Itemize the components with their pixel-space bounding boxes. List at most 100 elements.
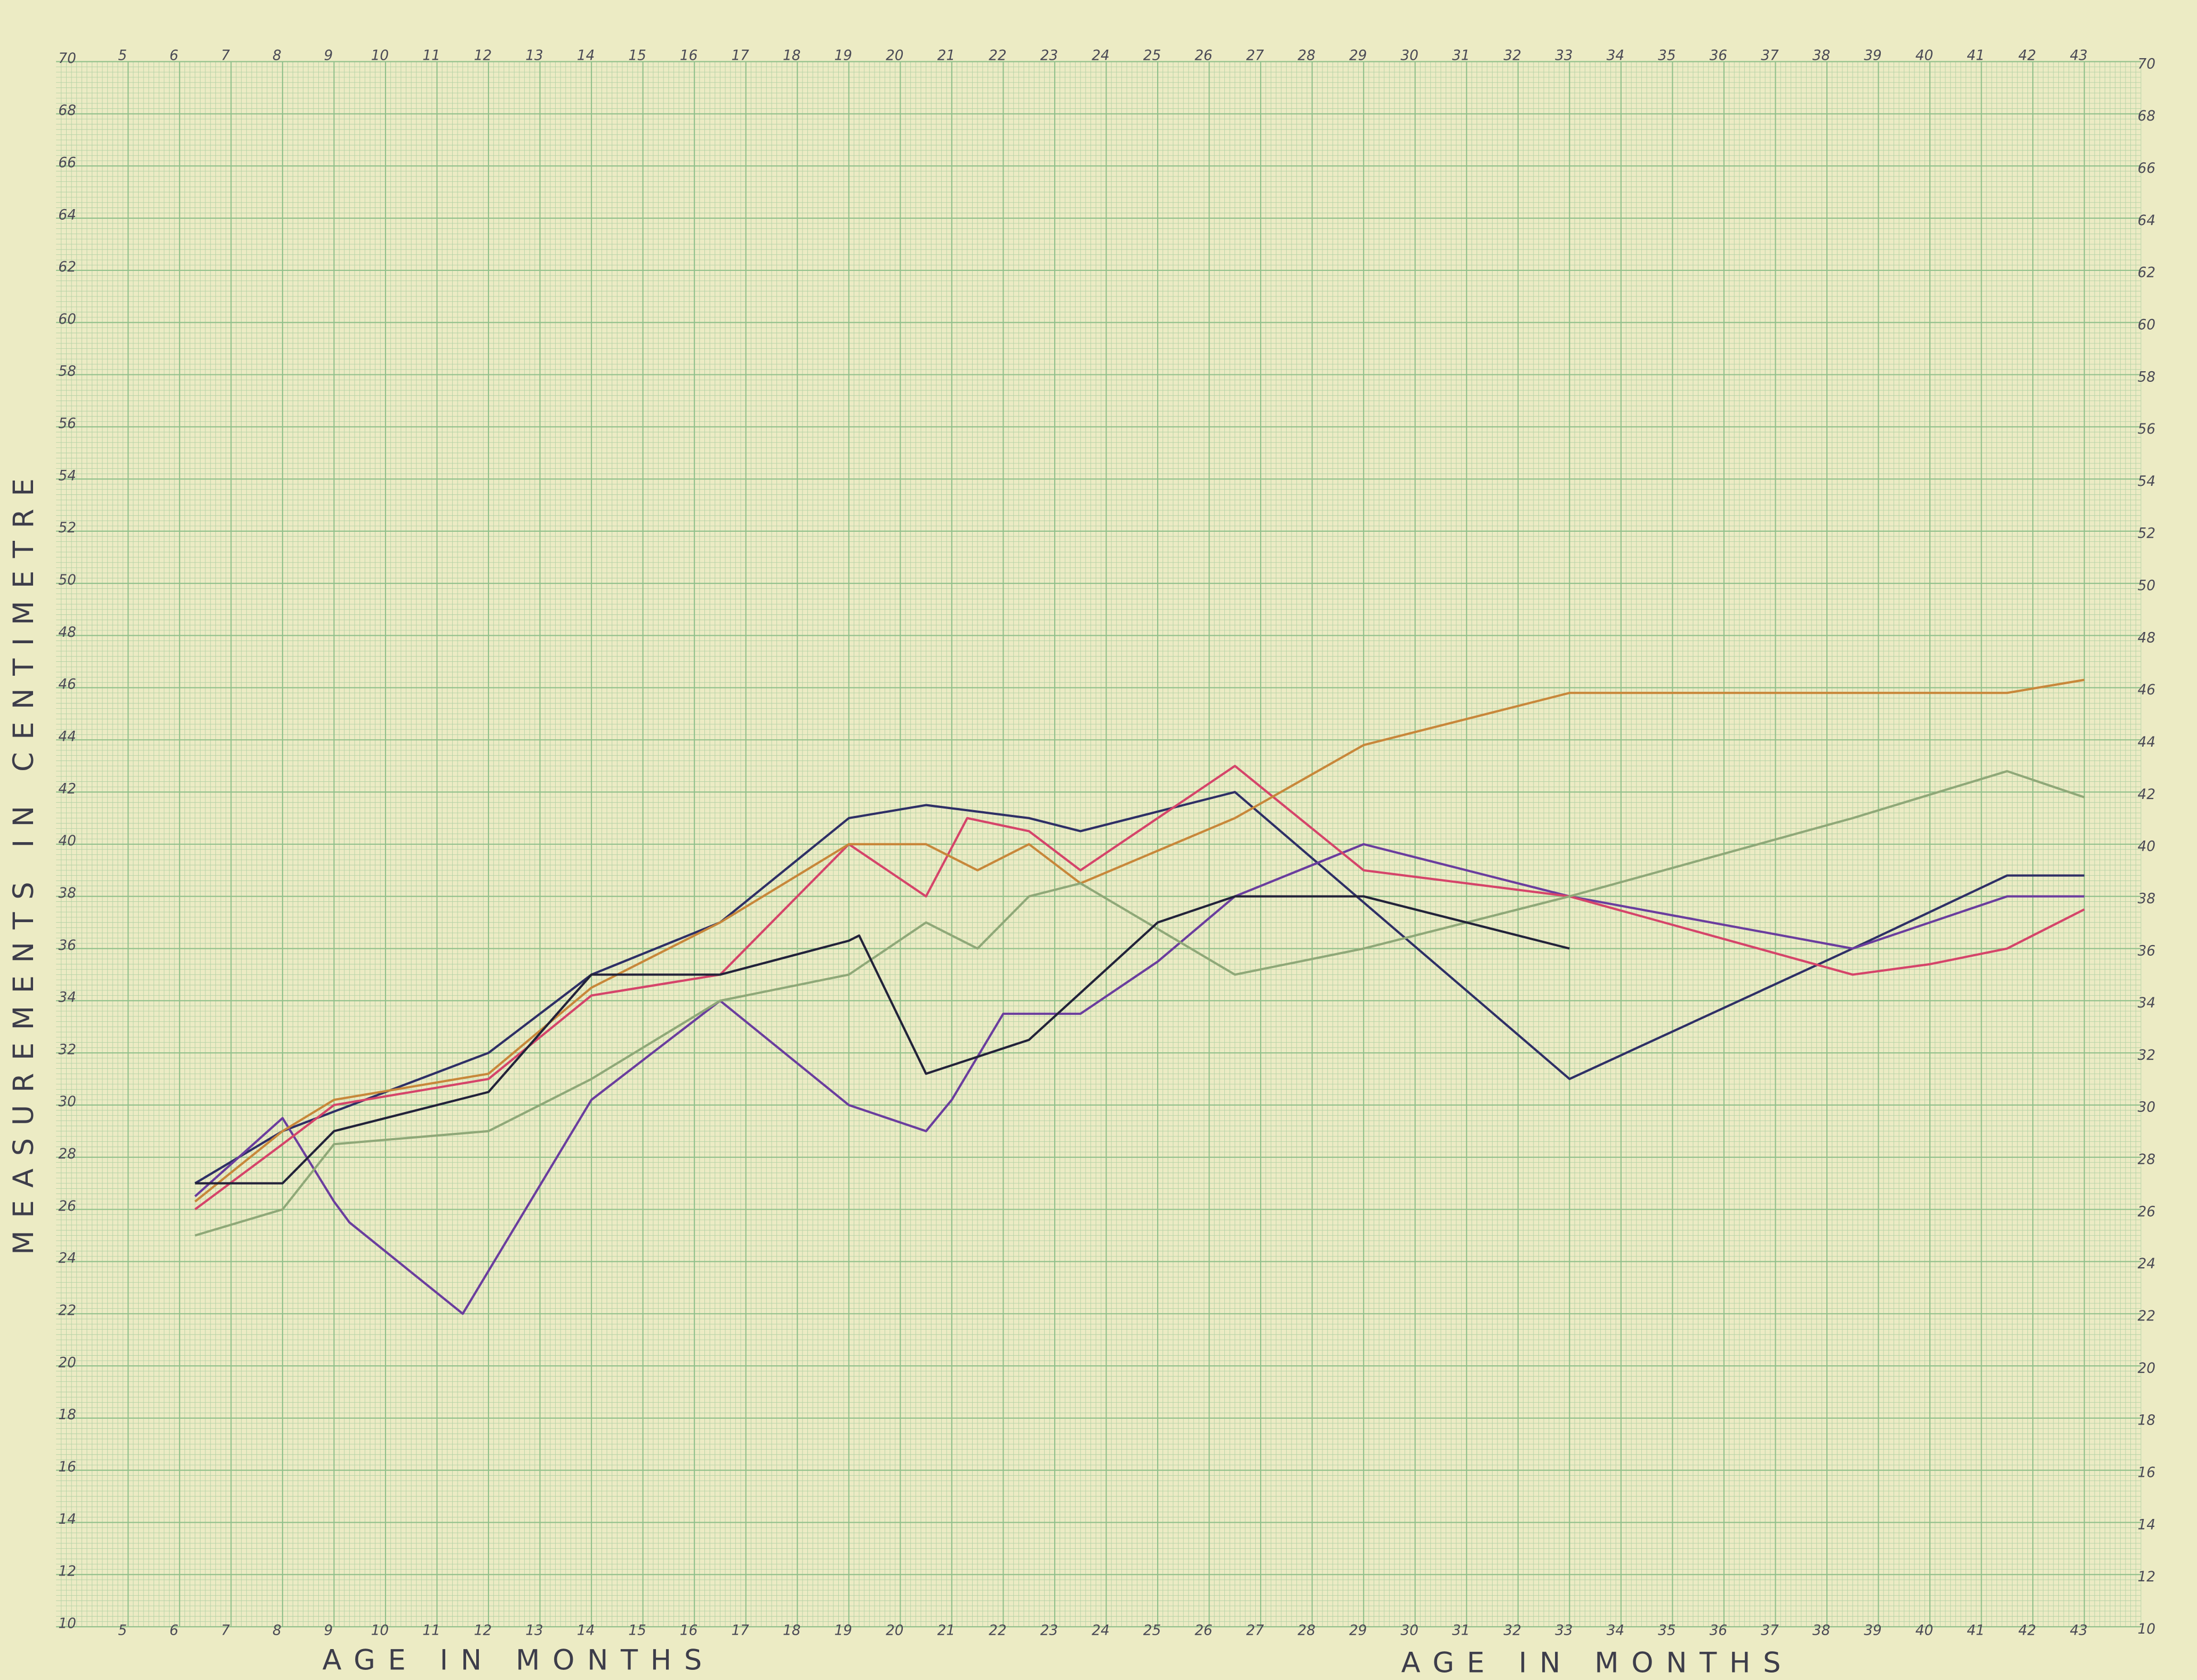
x-tick-label: 27: [1246, 48, 1264, 64]
data-line: [194, 790, 2084, 1185]
x-tick-label: 5: [118, 48, 127, 64]
y-tick-label: 30: [2138, 1100, 2155, 1116]
x-tick-label: 8: [272, 1623, 282, 1639]
x-tick-label: 7: [221, 48, 230, 64]
x-tick-label: 18: [783, 1623, 800, 1639]
x-tick-label: 7: [221, 1623, 230, 1639]
y-tick-label: 70: [2138, 56, 2155, 72]
y-tick-label: 26: [58, 1198, 76, 1214]
x-tick-label: 15: [628, 48, 646, 64]
x-tick-label: 14: [577, 1623, 595, 1639]
y-tick-label: 70: [58, 51, 76, 67]
x-tick-label: 23: [1040, 1623, 1058, 1639]
y-tick-label: 66: [2138, 161, 2155, 177]
y-tick-label: 16: [2138, 1465, 2155, 1481]
x-tick-label: 32: [1504, 1623, 1521, 1639]
x-tick-label: 28: [1297, 48, 1315, 64]
y-tick-label: 62: [58, 259, 76, 275]
y-tick-label: 12: [2138, 1569, 2155, 1585]
y-tick-label: 32: [2138, 1047, 2155, 1063]
x-tick-label: 36: [1710, 48, 1727, 64]
x-tick-label: 42: [2018, 48, 2036, 64]
y-tick-label: 40: [58, 833, 76, 849]
x-tick-label: 12: [474, 1623, 492, 1639]
x-tick-label: 38: [1813, 1623, 1830, 1639]
y-tick-label: 18: [2138, 1413, 2155, 1429]
x-tick-label: 31: [1452, 1623, 1470, 1639]
y-tick-label: 24: [58, 1251, 76, 1267]
x-tick-label: 18: [783, 48, 800, 64]
x-tick-label: 35: [1658, 1623, 1675, 1639]
x-tick-label: 37: [1761, 1623, 1779, 1639]
y-tick-label: 18: [58, 1407, 76, 1423]
x-tick-label: 29: [1349, 48, 1367, 64]
y-tick-label: 10: [58, 1615, 76, 1631]
x-tick-label: 41: [1967, 48, 1984, 64]
x-tick-label: 21: [937, 1623, 955, 1639]
y-tick-label: 42: [2138, 787, 2155, 803]
y-tick-label: 62: [2138, 265, 2155, 281]
x-tick-label: 15: [628, 1623, 646, 1639]
x-tick-label: 20: [886, 48, 903, 64]
x-tick-label: 30: [1400, 48, 1418, 64]
y-tick-label: 46: [58, 677, 76, 693]
y-tick-label: 36: [58, 938, 76, 954]
y-tick-label: 64: [58, 207, 76, 223]
data-line: [194, 765, 2085, 1211]
x-axis-title: AGE IN MONTHS: [1401, 1647, 1793, 1679]
x-tick-label: 11: [422, 48, 440, 64]
x-tick-label: 16: [680, 1623, 697, 1639]
x-tick-label: 40: [1915, 48, 1933, 64]
x-tick-label: 29: [1349, 1623, 1367, 1639]
plot-lines: [194, 678, 2085, 1315]
y-tick-label: 54: [2138, 474, 2155, 490]
x-tick-label: 27: [1246, 1623, 1264, 1639]
y-tick-label: 26: [2138, 1204, 2155, 1220]
y-tick-label: 54: [58, 468, 76, 484]
y-tick-label: 68: [58, 103, 76, 119]
y-tick-label: 20: [58, 1355, 76, 1371]
y-tick-label: 56: [58, 416, 76, 432]
y-tick-label: 32: [58, 1042, 76, 1058]
major-grid: [56, 61, 2141, 1628]
data-line: [195, 770, 2085, 1237]
x-tick-label: 24: [1092, 1623, 1109, 1639]
x-tick-label: 37: [1761, 48, 1779, 64]
x-tick-label: 25: [1143, 1623, 1161, 1639]
y-tick-label: 14: [2138, 1517, 2155, 1533]
y-tick-label: 50: [58, 572, 76, 588]
y-tick-label: 52: [58, 520, 76, 536]
data-line: [194, 843, 2084, 1315]
x-tick-label: 40: [1915, 1623, 1933, 1639]
y-tick-label: 42: [58, 781, 76, 797]
x-tick-label: 10: [371, 48, 389, 64]
y-tick-label: 22: [58, 1302, 76, 1318]
x-tick-label: 10: [371, 1623, 389, 1639]
y-tick-label: 58: [2138, 369, 2155, 385]
x-tick-label: 43: [2070, 1623, 2087, 1639]
x-tick-label: 9: [324, 48, 333, 64]
x-tick-label: 34: [1607, 48, 1624, 64]
y-tick-label: 10: [2138, 1621, 2155, 1637]
x-tick-label: 23: [1040, 48, 1058, 64]
x-tick-label: 11: [422, 1623, 440, 1639]
data-line: [195, 895, 1570, 1185]
y-tick-label: 52: [2138, 526, 2155, 542]
y-tick-label: 28: [58, 1146, 76, 1162]
x-tick-label: 33: [1555, 48, 1573, 64]
y-tick-label: 44: [2138, 734, 2155, 750]
x-tick-label: 34: [1607, 1623, 1624, 1639]
x-tick-label: 42: [2018, 1623, 2036, 1639]
x-tick-label: 24: [1092, 48, 1109, 64]
y-tick-label: 28: [2138, 1152, 2155, 1168]
x-tick-label: 13: [525, 48, 543, 64]
y-tick-label: 34: [2138, 995, 2155, 1011]
x-tick-label: 36: [1710, 1623, 1727, 1639]
x-tick-label: 31: [1452, 48, 1470, 64]
x-tick-label: 39: [1864, 1623, 1881, 1639]
x-tick-label: 19: [835, 1623, 852, 1639]
x-tick-label: 22: [989, 1623, 1006, 1639]
y-tick-label: 36: [2138, 943, 2155, 959]
